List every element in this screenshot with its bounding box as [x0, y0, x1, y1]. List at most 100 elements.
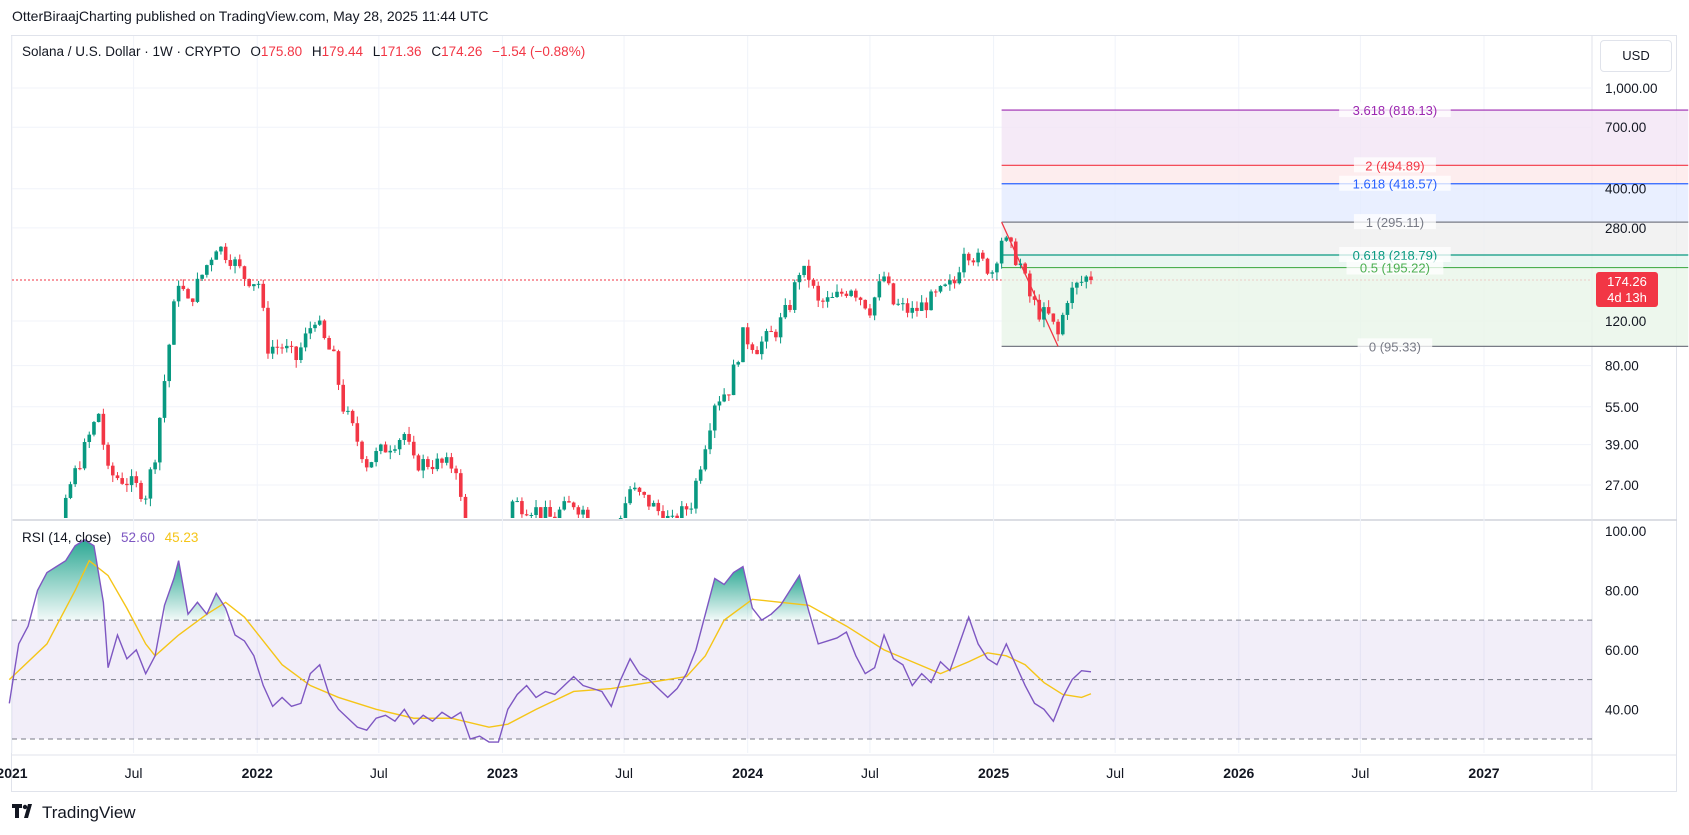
candle-body [962, 253, 966, 273]
candle-body [388, 450, 393, 453]
price-tick-label: 1,000.00 [1605, 81, 1658, 96]
close-label: C [431, 44, 442, 59]
rsi-title[interactable]: RSI (14, close) [22, 530, 112, 545]
candle-body [680, 506, 684, 518]
fib-label-bg [1339, 247, 1451, 263]
candle-body [901, 303, 905, 305]
candle-body [205, 265, 209, 275]
currency-button[interactable]: USD [1600, 40, 1672, 72]
price-tick-label: 39.00 [1605, 438, 1639, 453]
symbol-title[interactable]: Solana / U.S. Dollar · 1W · CRYPTO [22, 44, 241, 59]
candle-body [515, 501, 520, 503]
candle-body [632, 487, 637, 490]
last-price: 174.26 [1607, 274, 1647, 289]
candle-body [661, 511, 665, 518]
candle-body [92, 422, 96, 435]
candle-body [139, 482, 143, 500]
last-price-badge: 174.26 4d 13h [1596, 272, 1658, 307]
candle-body [242, 266, 247, 279]
candle-body [1018, 263, 1023, 266]
candle-body [463, 496, 468, 518]
fib-level-label: 1.618 (418.57) [1353, 177, 1438, 192]
candle-body [190, 298, 195, 302]
time-tick-label: Jul [861, 765, 879, 781]
symbol-legend[interactable]: Solana / U.S. Dollar · 1W · CRYPTO O175.… [22, 44, 585, 59]
open-label: O [250, 44, 261, 59]
high-value: 179.44 [321, 44, 363, 59]
axes: 1,000.00 700.00 400.00 280.00 120.00 80.00 55.… [0, 81, 1658, 781]
candle-body [727, 394, 731, 396]
candle-body [976, 252, 980, 263]
candle-body [1056, 321, 1060, 335]
candle-body [567, 501, 571, 503]
candle-body [990, 272, 995, 274]
candle-body [943, 284, 947, 286]
candle-body [1004, 237, 1009, 241]
candle-body [788, 304, 792, 310]
candle-body [1013, 241, 1018, 266]
candles [63, 235, 1093, 519]
candle-body [665, 515, 670, 518]
candle-body [651, 502, 656, 507]
candle-body [1042, 307, 1046, 320]
candle-body [670, 515, 675, 517]
footer-brand[interactable]: TradingView [12, 802, 136, 823]
fib-label-bg [1357, 338, 1433, 354]
candle-body [557, 509, 562, 518]
candle-body [553, 516, 557, 518]
candle-body [68, 484, 73, 498]
tradingview-logo-icon[interactable] [12, 802, 38, 823]
time-tick-label: Jul [370, 765, 388, 781]
candle-body [1028, 273, 1032, 297]
candle-body [745, 327, 750, 345]
candle-body [1084, 276, 1089, 282]
candle-body [172, 301, 176, 345]
bar-countdown: 4d 13h [1607, 290, 1647, 305]
candle-body [407, 433, 411, 442]
candle-body [981, 252, 985, 259]
candle-body [952, 280, 957, 284]
candle-body [538, 507, 543, 518]
candle-body [252, 284, 256, 287]
candle-body [825, 297, 830, 302]
candle-body [769, 331, 773, 333]
footer-logo-text[interactable]: TradingView [42, 802, 136, 822]
candle-body [844, 293, 849, 296]
fib-level-label: 2 (494.89) [1365, 158, 1424, 173]
fib-level-label: 0 (95.33) [1369, 339, 1421, 354]
candle-body [82, 442, 87, 469]
candle-body [153, 462, 157, 470]
candle-body [195, 278, 200, 302]
candle-body [924, 302, 929, 311]
candle-body [176, 285, 181, 302]
candle-body [364, 459, 369, 468]
candle-body [919, 302, 924, 311]
candle-body [143, 498, 148, 500]
candle-body [383, 444, 388, 453]
candle-body [360, 441, 364, 460]
candle-body [637, 487, 642, 492]
time-tick-label: Jul [1351, 765, 1369, 781]
rsi-line [8, 539, 1092, 743]
price-tick-label: 280.00 [1605, 221, 1646, 236]
candle-body [379, 444, 383, 452]
rsi-legend[interactable]: RSI (14, close) 52.60 45.23 [22, 530, 198, 545]
candle-body [449, 457, 454, 469]
candle-body [158, 417, 162, 463]
rsi-tick-label: 100.00 [1605, 524, 1646, 539]
price-tick-label: 700.00 [1605, 120, 1646, 135]
candle-body [223, 246, 228, 261]
candle-body [261, 283, 266, 308]
candle-body [317, 320, 322, 325]
price-tick-label: 400.00 [1605, 182, 1646, 197]
candle-body [435, 458, 440, 470]
candle-body [929, 291, 933, 311]
candle-body [322, 320, 327, 339]
candle-body [985, 258, 990, 274]
candle-body [416, 455, 421, 471]
candle-body [120, 478, 124, 484]
candle-body [374, 451, 378, 463]
fib-label-bg [1353, 157, 1436, 173]
candle-body [524, 514, 529, 516]
